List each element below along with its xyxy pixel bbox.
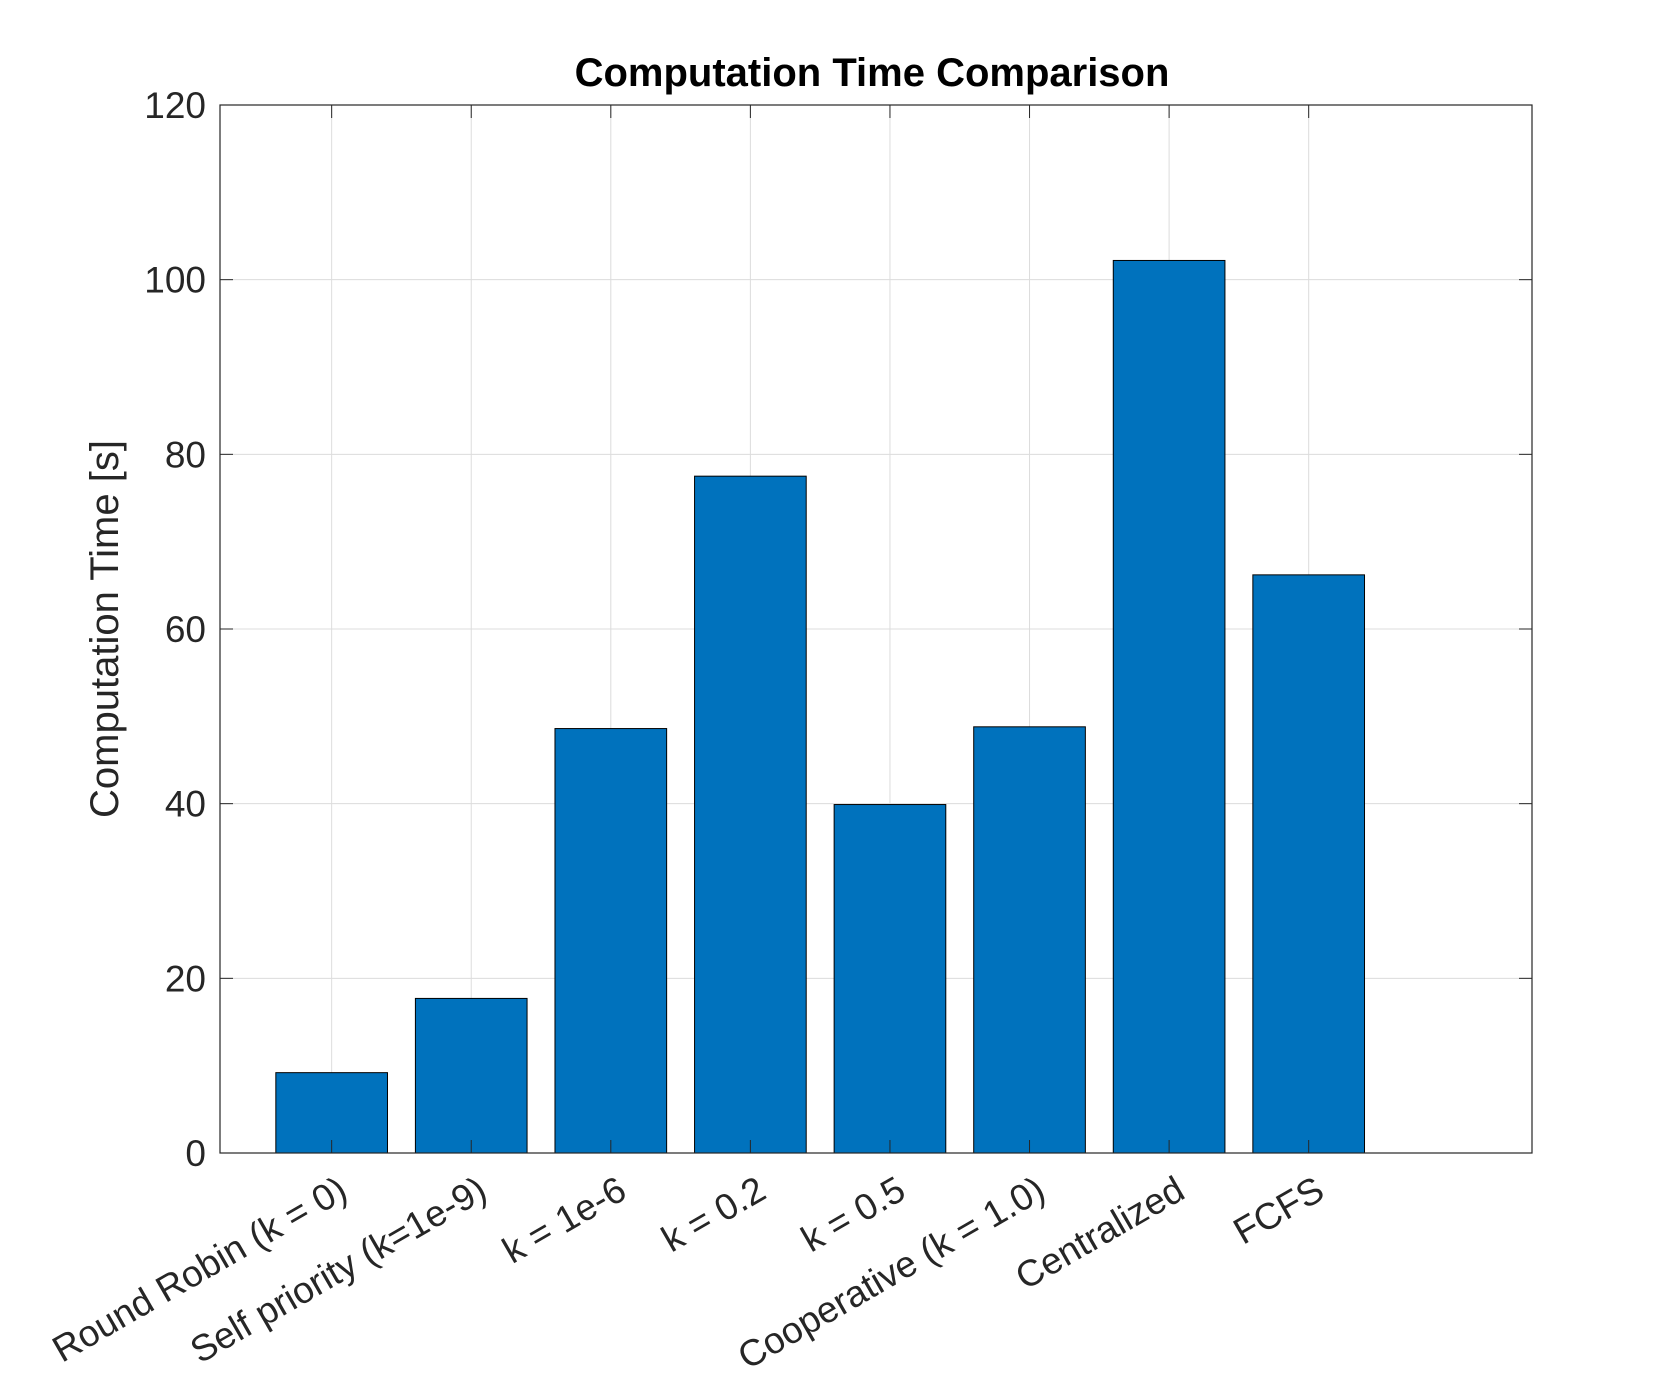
x-tick-label: k = 0.2 — [655, 1168, 773, 1260]
x-tick-label: FCFS — [1227, 1168, 1331, 1252]
bar — [833, 804, 947, 1154]
bar — [973, 726, 1086, 1154]
bar — [275, 1072, 388, 1154]
bar — [1112, 259, 1226, 1154]
y-tick-label: 80 — [165, 434, 206, 475]
bar — [414, 997, 528, 1154]
bar — [1252, 574, 1366, 1154]
y-tick-label: 100 — [144, 260, 206, 301]
y-tick-label: 120 — [144, 85, 206, 126]
bar — [694, 475, 807, 1154]
bars — [275, 259, 1366, 1154]
axis-ticks — [220, 104, 1532, 1154]
x-tick-label: k = 1e-6 — [496, 1168, 633, 1271]
x-tick-labels: Round Robin (k = 0)Self priority (k=1e-9… — [46, 1168, 1331, 1377]
y-axis-label: Computation Time [s] — [83, 440, 127, 818]
y-tick-labels: 0 20 40 60 80 100 120 — [144, 85, 206, 1174]
y-tick-label: 0 — [185, 1133, 206, 1174]
bar — [554, 728, 668, 1154]
y-tick-label: 20 — [165, 958, 206, 999]
y-tick-label: 60 — [165, 609, 206, 650]
y-tick-label: 40 — [165, 784, 206, 825]
chart-title: Computation Time Comparison — [575, 51, 1170, 95]
